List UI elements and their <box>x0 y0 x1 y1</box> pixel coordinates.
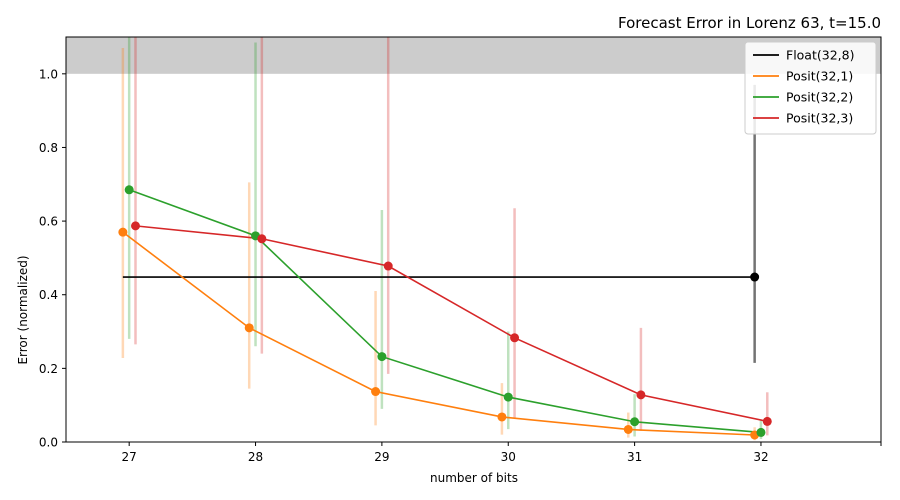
data-point-3-5 <box>762 416 772 426</box>
y-tick-label-4: 0.8 <box>39 141 58 155</box>
data-point-2-3 <box>503 392 513 402</box>
x-tick-label-4: 31 <box>627 450 642 464</box>
legend-box <box>744 41 877 135</box>
data-point-1-3 <box>497 412 507 422</box>
data-point-1-2 <box>371 387 381 397</box>
series-line-2 <box>128 189 762 434</box>
series-line-3 <box>135 225 768 423</box>
y-tick-label-1: 0.2 <box>39 362 58 376</box>
legend-label-2: Posit(32,2) <box>786 90 853 105</box>
data-point-2-2 <box>377 352 387 362</box>
x-tick-label-0: 27 <box>122 450 137 464</box>
y-tick-label-3: 0.6 <box>39 215 58 229</box>
data-point-3-0 <box>130 221 140 231</box>
x-tick-label-2: 29 <box>374 450 389 464</box>
y-tick-label-2: 0.4 <box>39 288 58 302</box>
y-tick-label-5: 1.0 <box>39 67 58 81</box>
y-tick-label-0: 0.0 <box>39 436 58 450</box>
y-axis-label: Error (normalized) <box>16 255 30 364</box>
data-point-2-4 <box>630 417 640 427</box>
data-point-3-3 <box>510 333 520 343</box>
x-tick-label-5: 32 <box>753 450 768 464</box>
data-point-3-1 <box>257 234 267 244</box>
legend-label-0: Float(32,8) <box>786 48 854 63</box>
chart-title: Forecast Error in Lorenz 63, t=15.0 <box>618 14 881 32</box>
x-tick-label-3: 30 <box>501 450 516 464</box>
x-tick-label-1: 28 <box>248 450 263 464</box>
plot-frame <box>65 36 882 443</box>
legend-label-1: Posit(32,1) <box>786 69 853 84</box>
data-point-3-2 <box>383 261 393 271</box>
data-point-2-0 <box>124 185 134 195</box>
series-line-1 <box>122 231 755 436</box>
data-point-1-4 <box>623 424 633 434</box>
data-point-1-1 <box>244 323 254 333</box>
data-point-3-4 <box>636 390 646 400</box>
data-point-0-0 <box>750 272 760 282</box>
legend-label-3: Posit(32,3) <box>786 111 853 126</box>
data-point-2-5 <box>756 427 766 437</box>
x-axis-label: number of bits <box>430 471 518 485</box>
legend: Float(32,8) Posit(32,1) Posit(32,2) Posit(3… <box>744 41 877 135</box>
data-point-1-0 <box>118 227 128 237</box>
